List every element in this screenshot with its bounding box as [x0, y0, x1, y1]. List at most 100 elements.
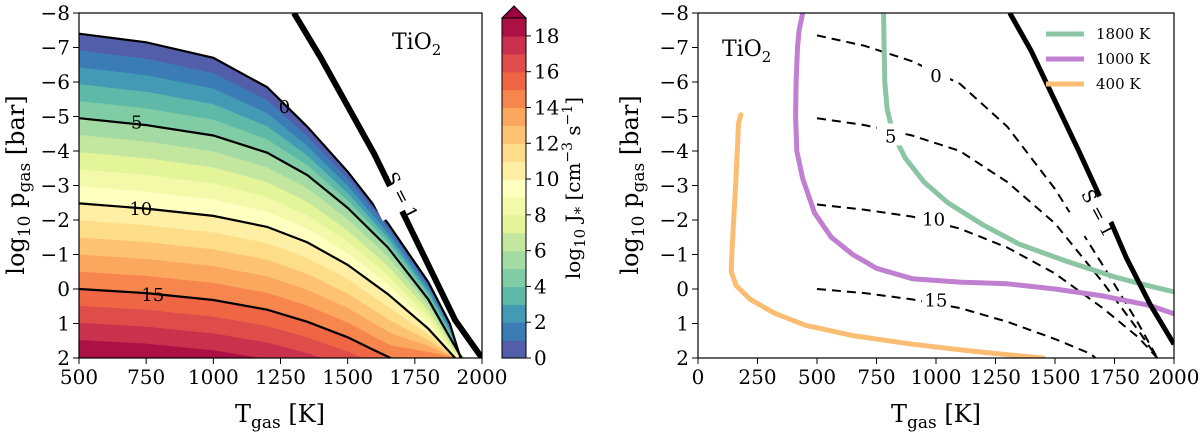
sat-label-bg — [370, 167, 440, 222]
colorbar-band — [502, 286, 526, 305]
contour-label: 0 — [930, 66, 941, 87]
y-tick-label: −6 — [41, 70, 70, 94]
colorbar-band — [502, 196, 526, 216]
y-tick-label: −2 — [660, 208, 689, 232]
y-tick-label: 1 — [676, 312, 689, 336]
x-tick-label: 2000 — [1149, 365, 1200, 389]
x-tick-label: 750 — [127, 365, 165, 389]
y-tick-label: −3 — [41, 174, 70, 198]
colorbar-ticks: 0 2 4 6 8 10 12 14 16 18 — [526, 24, 559, 370]
y-tick-label: −8 — [41, 1, 70, 25]
colorbar-band — [502, 250, 526, 270]
colorbar-band — [502, 304, 526, 323]
right-x-axis-label: Tgas [K] — [891, 400, 981, 432]
colorbar-band — [502, 89, 526, 109]
contour-label: 10 — [922, 209, 945, 230]
left-saturation-line — [291, 13, 482, 358]
colorbar-band — [502, 214, 526, 234]
left-y-axis-label: log10 pgas [bar] — [2, 95, 35, 274]
x-tick-label: 1750 — [389, 365, 440, 389]
series-line — [881, 13, 1174, 295]
y-tick-label: −5 — [660, 105, 689, 129]
left-panel-title: TiO2 — [392, 30, 441, 59]
y-tick-label: −4 — [41, 139, 70, 163]
colorbar-band — [502, 18, 526, 37]
colorbar-bands — [502, 18, 526, 359]
saturation-line — [291, 13, 482, 358]
colorbar-tick-label: 0 — [534, 346, 547, 370]
contour-band — [79, 340, 482, 358]
x-tick-label: 750 — [857, 365, 895, 389]
contour-label: 15 — [141, 285, 164, 306]
x-tick-label: 1500 — [322, 365, 373, 389]
left-x-ticks: 500 750 1000 1250 1500 1750 2000 — [60, 358, 508, 389]
contour-label: 5 — [131, 113, 142, 134]
legend-label-400k: 400 K — [1096, 75, 1141, 93]
contour-line-dashed — [816, 34, 1159, 358]
contour-line-dashed — [816, 288, 1097, 358]
contour-label: 0 — [279, 97, 290, 118]
right-panel-title: TiO2 — [722, 37, 771, 66]
x-tick-label: 1000 — [188, 365, 239, 389]
x-tick-label: 1250 — [255, 365, 306, 389]
colorbar-band — [502, 143, 526, 162]
right-series — [728, 13, 1174, 358]
y-tick-label: −6 — [660, 70, 689, 94]
contour-line-dashed — [816, 117, 1159, 358]
colorbar-band — [502, 71, 526, 91]
colorbar: 0 2 4 6 8 10 12 14 16 18 log10 J* [cm−3 s−1] — [500, 5, 589, 370]
contour-label-bg — [922, 63, 950, 86]
colorbar-band — [502, 232, 526, 252]
colorbar-band — [502, 161, 526, 180]
x-tick-label: 0 — [692, 365, 705, 389]
left-contour-lines — [79, 32, 463, 358]
x-tick-label: 1500 — [1030, 365, 1081, 389]
legend-label-1800k: 1800 K — [1096, 25, 1151, 43]
colorbar-band — [502, 53, 526, 73]
colorbar-tick-label: 10 — [534, 167, 559, 191]
colorbar-frame — [501, 17, 527, 359]
right-y-axis-label: log10 pgas [bar] — [616, 95, 649, 274]
contour-label-bg — [922, 287, 950, 310]
contour-line — [79, 202, 456, 358]
saturation-line — [1007, 13, 1174, 346]
colorbar-band — [502, 125, 526, 144]
x-tick-label: 2000 — [457, 365, 508, 389]
legend: 1800 K 1000 K 400 K — [1046, 25, 1151, 93]
series-line — [728, 112, 1046, 358]
y-tick-label: 0 — [676, 277, 689, 301]
y-tick-label: 2 — [676, 346, 689, 370]
y-tick-label: −7 — [41, 36, 70, 60]
y-tick-label: 2 — [57, 346, 70, 370]
contour-label-bg — [876, 123, 905, 146]
colorbar-band — [502, 340, 526, 359]
legend-label-1000k: 1000 K — [1096, 50, 1151, 68]
contour-line-dashed — [816, 203, 1159, 358]
x-tick-label: 1000 — [911, 365, 962, 389]
y-tick-label: −1 — [660, 243, 689, 267]
contour-label: 15 — [925, 290, 948, 311]
colorbar-tick-label: 2 — [534, 310, 547, 334]
y-tick-label: −1 — [41, 243, 70, 267]
y-tick-label: −8 — [660, 1, 689, 25]
y-tick-label: −5 — [41, 105, 70, 129]
x-tick-label: 1750 — [1089, 365, 1140, 389]
colorbar-tick-label: 8 — [534, 203, 547, 227]
right-x-ticks: 0 250 500 750 1000 1250 1500 1750 2000 — [692, 358, 1200, 389]
y-tick-label: −7 — [660, 36, 689, 60]
colorbar-tick-label: 6 — [534, 239, 547, 263]
x-tick-label: 500 — [798, 365, 836, 389]
contour-label-bg — [919, 206, 948, 229]
right-y-ticks: −8 −7 −6 −5 −4 −3 −2 −1 0 1 2 — [660, 1, 698, 370]
colorbar-tick-label: 12 — [534, 131, 559, 155]
contour-line — [79, 117, 463, 358]
y-tick-label: 0 — [57, 277, 70, 301]
y-tick-label: −2 — [41, 208, 70, 232]
x-tick-label: 250 — [738, 365, 776, 389]
contour-label: 10 — [129, 199, 152, 220]
right-saturation-line — [1007, 13, 1174, 346]
contour-line — [79, 32, 462, 358]
contour-line — [79, 287, 392, 358]
